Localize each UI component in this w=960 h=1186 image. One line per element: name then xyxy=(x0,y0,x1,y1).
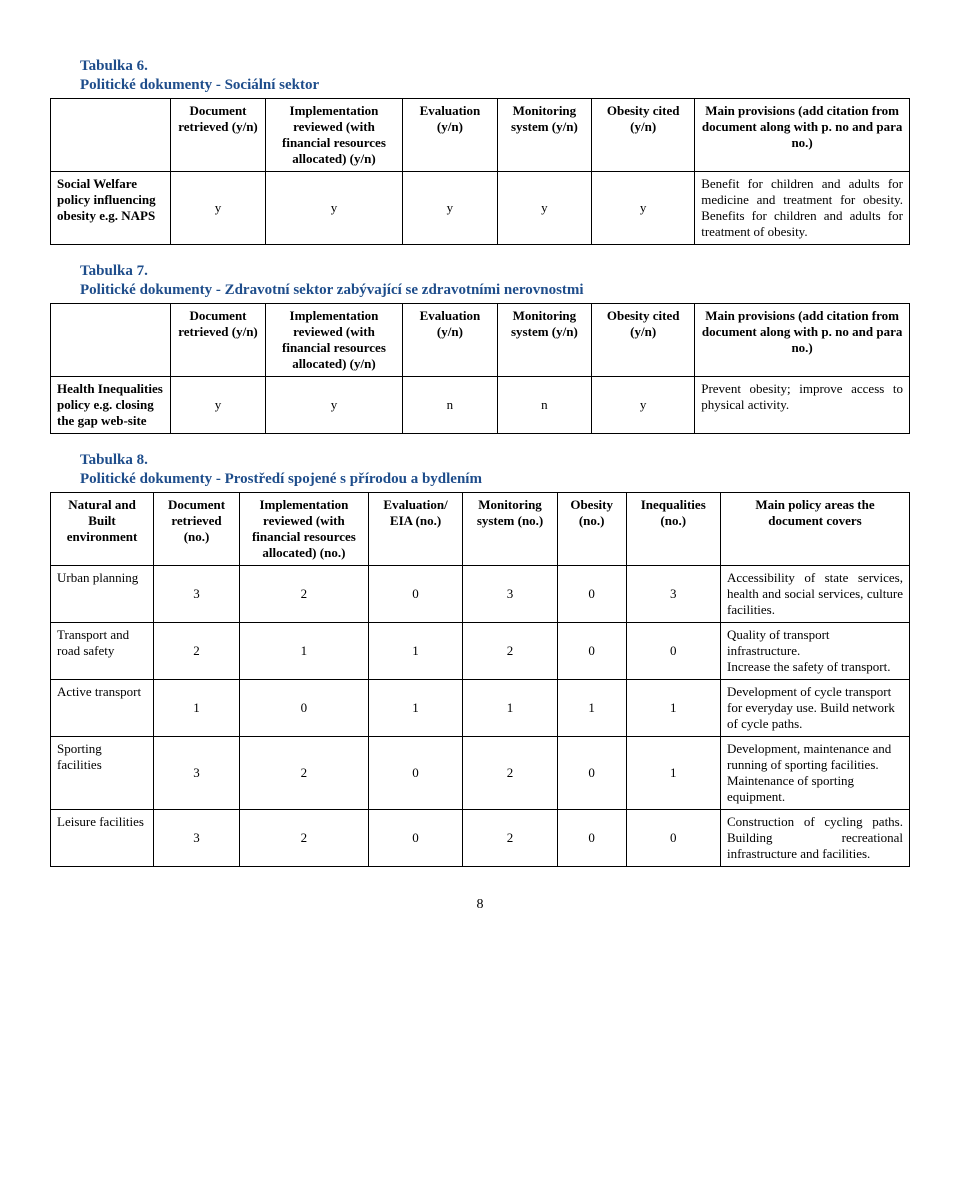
table8-row2-c1: 0 xyxy=(239,680,368,737)
table7-row0-c3: n xyxy=(497,377,591,434)
table8-h7: Main policy areas the document covers xyxy=(720,493,909,566)
table8-row4-c0: 3 xyxy=(154,810,240,867)
table8-row3-c1: 2 xyxy=(239,737,368,810)
table8-h4: Monitoring system (no.) xyxy=(463,493,557,566)
table6-header-row: Document retrieved (y/n) Implementation … xyxy=(51,99,910,172)
table8-row0-c2: 0 xyxy=(368,566,462,623)
table6-row0-c3: y xyxy=(497,172,591,245)
table8-row3-c0: 3 xyxy=(154,737,240,810)
table7-h2: Implementation reviewed (with financial … xyxy=(265,304,402,377)
table7-h6: Main provisions (add citation from docum… xyxy=(695,304,910,377)
table7-h5: Obesity cited (y/n) xyxy=(592,304,695,377)
table8-row4-cov: Construction of cycling paths. Building … xyxy=(720,810,909,867)
table8-row2-c2: 1 xyxy=(368,680,462,737)
table8-title: Tabulka 8. xyxy=(80,452,910,469)
table8-row1-c1: 1 xyxy=(239,623,368,680)
table8-row2-label: Active transport xyxy=(51,680,154,737)
table7-header-row: Document retrieved (y/n) Implementation … xyxy=(51,304,910,377)
table8-row2-c4: 1 xyxy=(557,680,626,737)
table7-row0-c4: y xyxy=(592,377,695,434)
table8-row4-label: Leisure facilities xyxy=(51,810,154,867)
table6-row0: Social Welfare policy influencing obesit… xyxy=(51,172,910,245)
table8-row3-c4: 0 xyxy=(557,737,626,810)
table8-row1-label: Transport and road safety xyxy=(51,623,154,680)
table7-row0: Health Inequalities policy e.g. closing … xyxy=(51,377,910,434)
table8-row2-c3: 1 xyxy=(463,680,557,737)
table6-row0-c1: y xyxy=(265,172,402,245)
table8-row3-c2: 0 xyxy=(368,737,462,810)
table8-header-row: Natural and Built environment Document r… xyxy=(51,493,910,566)
table6-h0 xyxy=(51,99,171,172)
table8-row2-c0: 1 xyxy=(154,680,240,737)
table8-subtitle: Politické dokumenty - Prostředí spojené … xyxy=(80,471,910,488)
table6-row0-c4: y xyxy=(592,172,695,245)
table6-h6: Main provisions (add citation from docum… xyxy=(695,99,910,172)
table7: Document retrieved (y/n) Implementation … xyxy=(50,303,910,434)
table8-row0-cov: Accessibility of state services, health … xyxy=(720,566,909,623)
table8-row0-c5: 3 xyxy=(626,566,720,623)
table6-row0-c2: y xyxy=(403,172,497,245)
table6-row0-label: Social Welfare policy influencing obesit… xyxy=(51,172,171,245)
table8-h6: Inequalities (no.) xyxy=(626,493,720,566)
table6-h4: Monitoring system (y/n) xyxy=(497,99,591,172)
table8-h0: Natural and Built environment xyxy=(51,493,154,566)
table7-h1: Document retrieved (y/n) xyxy=(171,304,265,377)
table7-row0-c0: y xyxy=(171,377,265,434)
table8-row0-c1: 2 xyxy=(239,566,368,623)
table8-row4-c2: 0 xyxy=(368,810,462,867)
table8-row1-c2: 1 xyxy=(368,623,462,680)
table8-row1-c3: 2 xyxy=(463,623,557,680)
table8-h5: Obesity (no.) xyxy=(557,493,626,566)
table6-title: Tabulka 6. xyxy=(80,58,910,75)
table8-row4-c4: 0 xyxy=(557,810,626,867)
table8-row0-label: Urban planning xyxy=(51,566,154,623)
table7-row0-prov: Prevent obesity; improve access to physi… xyxy=(695,377,910,434)
table8-h3: Evaluation/ EIA (no.) xyxy=(368,493,462,566)
table8-row4-c3: 2 xyxy=(463,810,557,867)
table6-row0-c0: y xyxy=(171,172,265,245)
table7-subtitle: Politické dokumenty - Zdravotní sektor z… xyxy=(80,282,910,299)
table6-h3: Evaluation (y/n) xyxy=(403,99,497,172)
table8-row1-cov: Quality of transport infrastructure.Incr… xyxy=(720,623,909,680)
table6-h1: Document retrieved (y/n) xyxy=(171,99,265,172)
table8-row3-label: Sporting facilities xyxy=(51,737,154,810)
table7-h0 xyxy=(51,304,171,377)
table8-row3-cov: Development, maintenance and running of … xyxy=(720,737,909,810)
table8-row2-cov: Development of cycle transport for every… xyxy=(720,680,909,737)
table7-row0-c1: y xyxy=(265,377,402,434)
table8-row3-c5: 1 xyxy=(626,737,720,810)
table7-h3: Evaluation (y/n) xyxy=(403,304,497,377)
table6-h5: Obesity cited (y/n) xyxy=(592,99,695,172)
table8-row4: Leisure facilities 3 2 0 2 0 0 Construct… xyxy=(51,810,910,867)
table6: Document retrieved (y/n) Implementation … xyxy=(50,98,910,245)
table8-h1: Document retrieved (no.) xyxy=(154,493,240,566)
table8-row2-c5: 1 xyxy=(626,680,720,737)
table8-row0-c3: 3 xyxy=(463,566,557,623)
table7-h4: Monitoring system (y/n) xyxy=(497,304,591,377)
table6-h2: Implementation reviewed (with financial … xyxy=(265,99,402,172)
table8-row0: Urban planning 3 2 0 3 0 3 Accessibility… xyxy=(51,566,910,623)
table7-row0-label: Health Inequalities policy e.g. closing … xyxy=(51,377,171,434)
table8-row1-c0: 2 xyxy=(154,623,240,680)
table8: Natural and Built environment Document r… xyxy=(50,492,910,867)
table8-row0-c0: 3 xyxy=(154,566,240,623)
table6-subtitle: Politické dokumenty - Sociální sektor xyxy=(80,77,910,94)
table8-row3: Sporting facilities 3 2 0 2 0 1 Developm… xyxy=(51,737,910,810)
page-number: 8 xyxy=(50,897,910,913)
table8-row0-c4: 0 xyxy=(557,566,626,623)
table8-row4-c1: 2 xyxy=(239,810,368,867)
table8-h2: Implementation reviewed (with financial … xyxy=(239,493,368,566)
table8-row1-c4: 0 xyxy=(557,623,626,680)
table7-title: Tabulka 7. xyxy=(80,263,910,280)
table6-row0-prov: Benefit for children and adults for medi… xyxy=(695,172,910,245)
table7-row0-c2: n xyxy=(403,377,497,434)
table8-row2: Active transport 1 0 1 1 1 1 Development… xyxy=(51,680,910,737)
table8-row3-c3: 2 xyxy=(463,737,557,810)
table8-row1-c5: 0 xyxy=(626,623,720,680)
table8-row1: Transport and road safety 2 1 1 2 0 0 Qu… xyxy=(51,623,910,680)
table8-row4-c5: 0 xyxy=(626,810,720,867)
